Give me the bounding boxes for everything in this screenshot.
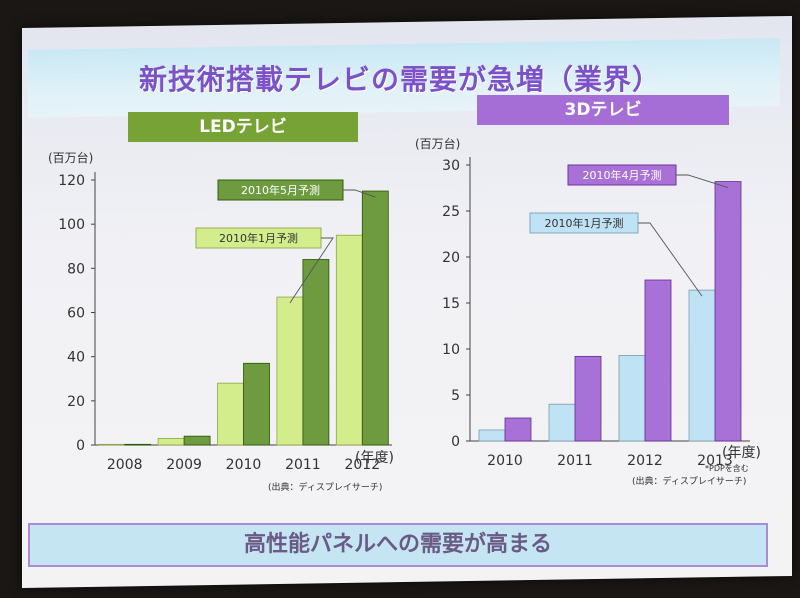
legend-callout-label: 2010年1月予測 [545,216,624,230]
bar [183,435,211,446]
x-tick-label: 2013 [697,453,733,469]
x-tick-label: 2010 [226,457,262,473]
source-label: (出典：ディスプレイサーチ) [632,475,746,487]
bar [548,403,576,442]
y-tick-label: 25 [442,204,460,220]
y-tick-label: 120 [58,173,85,189]
y-unit-label: (百万台) [415,136,460,151]
y-unit-label: (百万台) [48,150,93,165]
bar [124,443,152,446]
x-tick-label: 2012 [627,453,663,469]
x-tick-label: 2008 [107,457,143,473]
bar [644,279,672,442]
y-tick-label: 10 [442,342,460,358]
bar [688,289,716,442]
bar [276,296,304,446]
y-tick-label: 20 [442,250,460,266]
x-tick-label: 2010 [487,453,523,469]
y-tick-label: 5 [451,388,460,404]
bar [217,382,244,446]
y-tick-label: 80 [67,261,85,277]
y-tick-label: 0 [76,438,85,454]
bar [243,362,270,446]
legend-callout-label: 2010年1月予測 [219,231,298,245]
legend-callout-label: 2010年5月予測 [241,183,320,197]
y-tick-label: 60 [67,306,85,322]
3d-chart-header: 3Dテレビ [477,95,729,125]
y-tick-label: 30 [442,158,460,174]
slide-title: 新技術搭載テレビの需要が急増（業界） [138,63,661,96]
legend-callout-line [289,237,334,304]
footer-message: 高性能パネルへの需要が高まる [28,523,768,567]
legend-callout-label: 2010年4月予測 [583,168,662,182]
x-tick-label: 2009 [166,457,202,473]
led-chart-header: LEDテレビ [128,112,358,142]
x-unit-label: (年度) [722,445,761,461]
legend-callout-line [638,222,703,297]
y-tick-label: 40 [67,350,85,366]
x-tick-label: 2011 [557,453,593,469]
source-label: (出典：ディスプレイサーチ) [268,481,382,493]
y-tick-label: 100 [58,217,85,233]
bar [618,355,646,442]
bar [335,234,363,446]
y-tick-label: 20 [67,394,85,410]
bar [574,355,602,442]
legend-callout-line [343,189,376,198]
footnote-label: *PDPを含む [705,463,749,473]
x-tick-label: 2012 [344,457,380,473]
bar [478,429,506,442]
x-tick-label: 2011 [285,457,321,473]
y-tick-label: 0 [451,434,460,450]
legend-callout-line [676,174,729,188]
y-tick-label: 15 [442,296,460,312]
x-unit-label: (年度) [355,450,394,466]
bar [504,417,532,442]
bar [361,190,389,446]
bar [714,181,742,442]
bar [302,259,330,446]
